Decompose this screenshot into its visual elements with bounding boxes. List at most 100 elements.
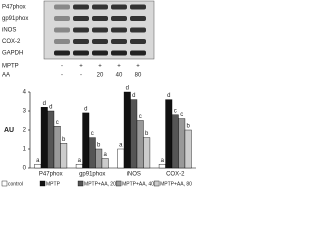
page: {"blot": {"rows": ["P47phox", "gp91phox"… [0,0,202,189]
blot-band [54,27,70,33]
blot-band [73,16,89,21]
blot-band [54,50,70,56]
blot-band [73,39,89,44]
legend-swatch [39,180,46,187]
bar [95,148,103,169]
bar [123,91,131,169]
significance-letter: c [139,114,142,120]
bar [40,106,48,169]
y-tick-label: 3 [23,109,27,115]
x-tick-label: COX-2 [166,172,185,178]
y-tick-label: 0 [23,166,27,172]
lane-label: + [117,64,121,70]
blot-band [73,4,89,10]
bar [34,163,42,169]
blot-band [92,16,108,21]
significance-letter: c [174,108,177,114]
bar [178,118,186,169]
lane-label: + [98,64,102,70]
legend-swatch [77,180,84,187]
significance-letter: a [36,158,40,164]
bar [53,125,61,169]
legend-swatch [153,180,160,187]
legend-swatch [115,180,122,187]
bar [136,120,144,169]
blot-band [73,27,89,33]
bar [88,137,96,169]
significance-letter: b [62,137,66,143]
blot-band [130,4,146,10]
blot-row-label: P47phox [2,5,26,11]
bar [75,163,83,169]
significance-letter: a [78,158,82,164]
significance-letter: c [91,131,94,137]
blot-band [130,50,146,56]
bar [82,112,90,169]
blot-band [54,39,70,44]
bar [101,158,109,169]
significance-letter: a [119,143,123,149]
y-tick-label: 1 [23,147,27,153]
significance-letter: d [132,93,135,99]
blot-row-label: gp91phox [2,16,28,22]
blot-band [111,4,127,10]
y-axis-label: AU [4,127,14,134]
bar [60,143,68,169]
blot-band [92,4,108,10]
significance-letter: d [167,93,170,99]
bar [117,148,125,169]
blot-row-label: COX-2 [2,39,21,45]
bar [130,99,138,169]
blot-band [92,27,108,33]
significance-letter: c [56,120,59,126]
y-tick-label: 4 [23,90,27,96]
legend-label: MPTP+AA, 40 [122,181,154,187]
blot-band [111,27,127,33]
significance-letter: d [126,86,129,92]
blot-band [130,39,146,44]
treatment-label: MPTP [2,64,19,70]
blot-band [54,16,70,21]
significance-letter: d [49,105,52,111]
lane-label: 20 [97,73,104,79]
x-tick-label: iNOS [127,172,141,178]
blot-band [130,27,146,33]
bar [165,99,173,169]
lane-label: - [80,73,82,79]
lane-label: + [136,64,140,70]
legend-label: control [8,181,23,187]
bar [171,114,179,169]
significance-letter: d [84,106,87,112]
lane-label: + [79,64,83,70]
significance-letter: c [180,112,183,118]
blot-band [73,50,89,56]
blot-band [130,16,146,21]
blot-row-label: GAPDH [2,51,23,57]
blot-band [92,50,108,56]
legend-label: MPTP+AA, 80 [160,181,192,187]
legend-swatch [1,180,8,187]
legend-label: MPTP [46,181,61,187]
lane-label: 40 [116,73,123,79]
blot-row-label: iNOS [2,28,16,34]
bar [158,163,166,169]
significance-letter: b [187,124,191,130]
significance-letter: b [145,131,149,137]
blot-band [92,39,108,44]
treatment-label: AA [2,73,10,79]
blot-band [111,50,127,56]
x-tick-label: P47phox [39,172,63,178]
figure: P47phox gp91phox iNOS COX-2 GAPDH MPTP - + + + + AA… [1,0,196,187]
blot-band [111,39,127,44]
lane-label: - [61,64,63,70]
y-tick-label: 2 [23,128,27,134]
significance-letter: a [161,158,165,164]
bar [143,137,151,169]
legend-label: MPTP+AA, 20 [84,181,116,187]
blot-band [54,4,70,10]
significance-letter: a [104,152,108,158]
bar [184,129,192,169]
x-tick-label: gp91phox [79,172,105,178]
significance-letter: d [43,101,46,107]
bar [47,110,55,169]
